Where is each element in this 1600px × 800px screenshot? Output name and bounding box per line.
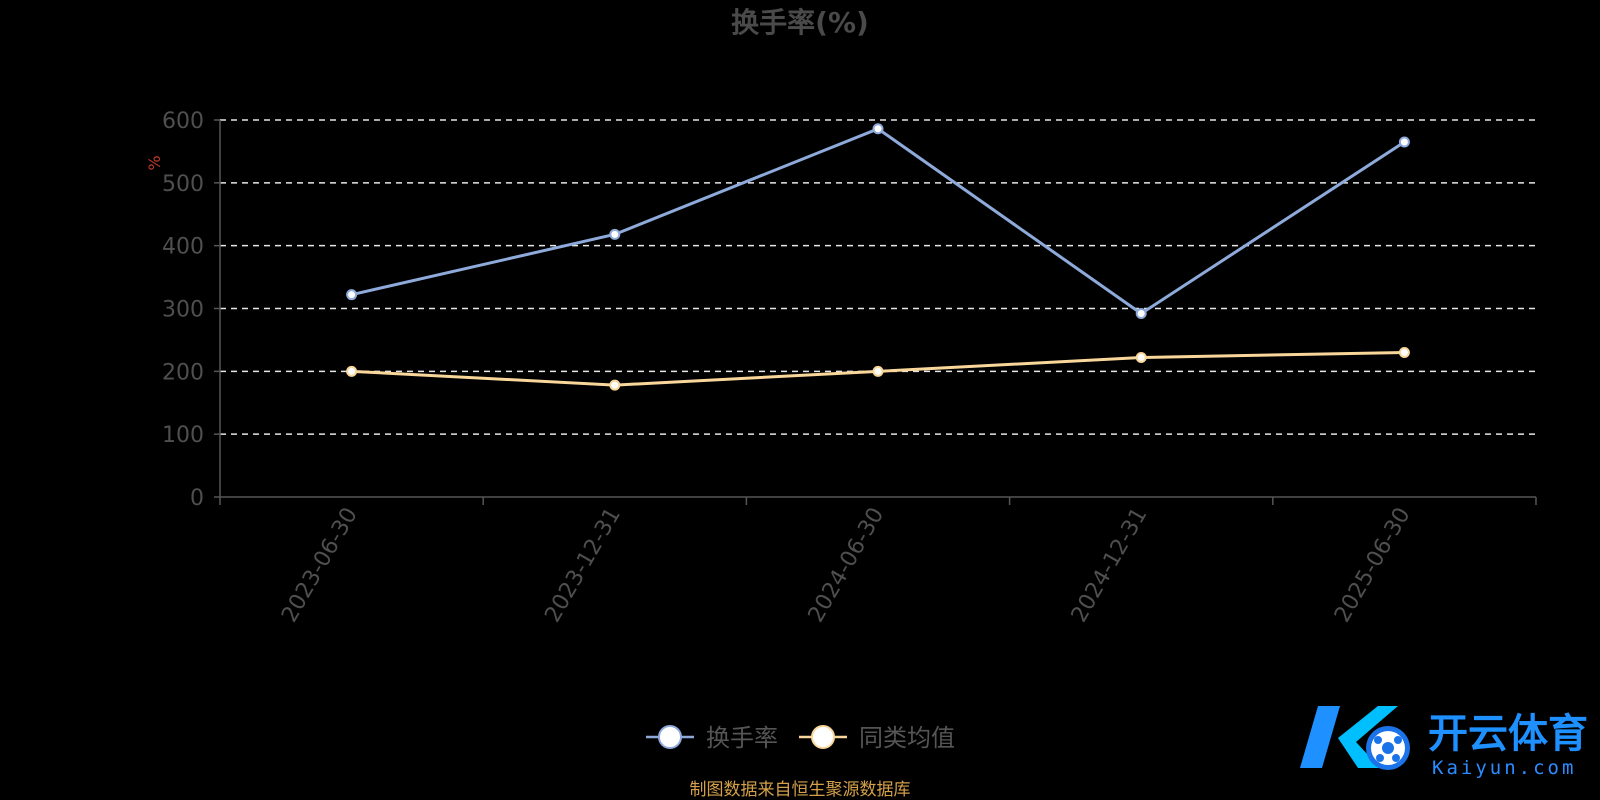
y-tick-label: 300 <box>162 298 204 323</box>
kaiyun-logo: 开云体育 Kaiyun.com <box>1300 706 1588 779</box>
x-tick-label: 2024-06-30 <box>804 504 890 627</box>
y-axis-unit: % <box>145 155 164 170</box>
y-tick-label: 500 <box>162 172 204 197</box>
x-tick-label: 2025-06-30 <box>1330 504 1416 627</box>
grid-lines <box>220 119 1536 435</box>
data-point <box>609 379 621 391</box>
data-point <box>346 365 358 377</box>
kaiyun-logo-icon <box>1300 706 1410 770</box>
y-tick-label: 400 <box>162 235 204 260</box>
data-point <box>1135 308 1147 320</box>
axes <box>219 120 1537 505</box>
legend-label[interactable]: 换手率 <box>706 724 778 752</box>
chart-title: 换手率(%) <box>731 6 869 39</box>
data-point <box>872 365 884 377</box>
y-tick-label: 200 <box>162 360 204 385</box>
y-axis-ticks: 0 100 200 300 400 500 600 <box>162 109 220 511</box>
data-point <box>346 289 358 301</box>
data-point <box>1398 346 1410 358</box>
x-tick-label: 2024-12-31 <box>1067 504 1153 627</box>
series-group <box>346 123 1410 391</box>
series-line <box>351 127 1406 316</box>
y-tick-label: 600 <box>162 109 204 134</box>
x-axis-ticks: 2023-06-30 2023-12-31 2024-06-30 2024-12-31… <box>277 504 1415 627</box>
y-tick-label: 100 <box>162 423 204 448</box>
x-tick-label: 2023-06-30 <box>277 504 363 627</box>
x-tick-label: 2023-12-31 <box>540 504 626 627</box>
logo-domain: Kaiyun.com <box>1432 757 1576 779</box>
logo-name: 开云体育 <box>1428 711 1588 757</box>
legend-swatch-marker <box>811 725 835 749</box>
data-point <box>1135 352 1147 364</box>
y-tick-label: 0 <box>190 486 204 511</box>
data-point <box>1398 136 1410 148</box>
data-point <box>609 228 621 240</box>
legend: 换手率 同类均值 <box>646 724 955 752</box>
legend-swatch-marker <box>658 725 682 749</box>
legend-label[interactable]: 同类均值 <box>859 724 955 752</box>
data-source-note: 制图数据来自恒生聚源数据库 <box>690 780 911 800</box>
data-point <box>872 123 884 135</box>
